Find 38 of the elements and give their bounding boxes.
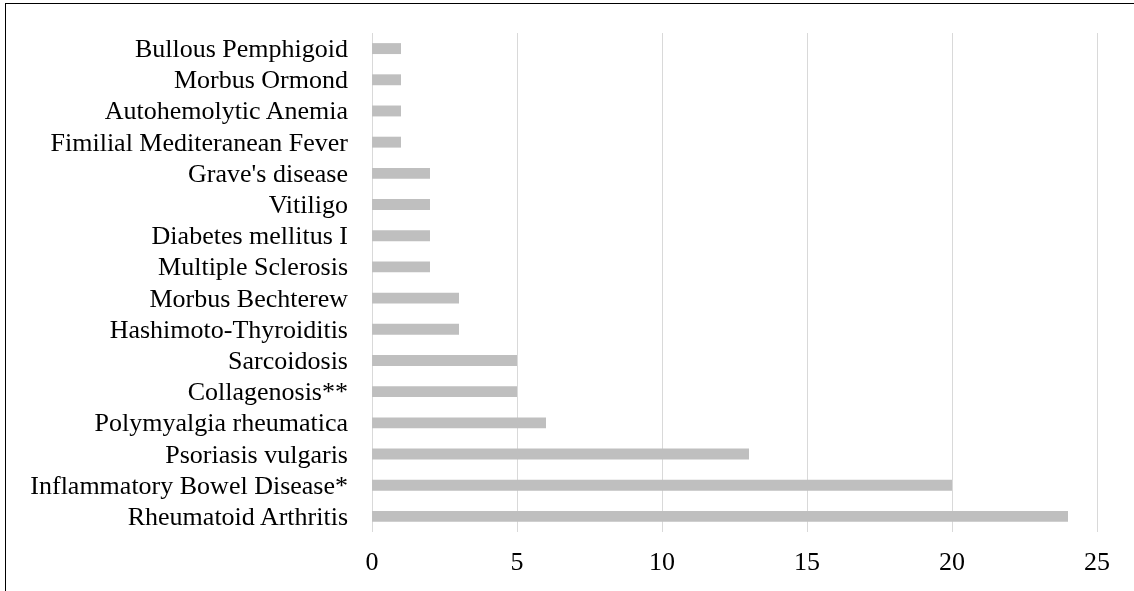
- bar: [372, 43, 401, 55]
- x-tick-label: 0: [365, 546, 379, 576]
- y-tick-label: Morbus Ormond: [173, 65, 348, 95]
- y-tick-label: Collagenosis**: [187, 377, 348, 407]
- y-tick-label: Psoriasis vulgaris: [165, 439, 348, 469]
- y-tick-label: Vitiligo: [268, 190, 348, 220]
- y-tick-label: Fimilial Mediteranean Fever: [50, 127, 349, 157]
- y-tick-label: Bullous Pemphigoid: [134, 34, 348, 64]
- bar: [372, 199, 430, 210]
- y-tick-label: Morbus Bechterew: [149, 283, 349, 313]
- bar: [372, 386, 517, 398]
- bar: [372, 417, 546, 429]
- bar: [372, 292, 459, 304]
- bar: [372, 323, 459, 335]
- y-tick-label: Rheumatoid Arthritis: [127, 501, 348, 531]
- x-tick-label: 25: [1084, 546, 1110, 576]
- y-tick-label: Grave's disease: [188, 158, 348, 188]
- x-tick-label: 5: [510, 546, 524, 576]
- y-tick-label: Hashimoto-Thyroiditis: [109, 314, 348, 344]
- bar: [372, 105, 401, 117]
- y-tick-label: Inflammatory Bowel Disease*: [30, 470, 348, 500]
- bar: [372, 167, 430, 179]
- x-tick-label: 15: [794, 546, 820, 576]
- bar: [372, 261, 430, 273]
- bar: [372, 510, 1068, 522]
- y-tick-label: Sarcoidosis: [228, 345, 348, 375]
- bar: [372, 136, 401, 148]
- bar: [372, 230, 430, 242]
- x-tick-label: 20: [939, 546, 965, 576]
- bar: [372, 448, 749, 460]
- x-tick-label: 10: [649, 546, 675, 576]
- bar: [372, 479, 952, 491]
- bar: [372, 74, 401, 86]
- y-tick-label: Autohemolytic Anemia: [104, 96, 349, 126]
- y-tick-label: Multiple Sclerosis: [158, 252, 348, 282]
- bar: [372, 355, 517, 366]
- y-tick-label: Polymyalgia rheumatica: [94, 408, 349, 438]
- y-tick-label: Diabetes mellitus I: [151, 221, 348, 251]
